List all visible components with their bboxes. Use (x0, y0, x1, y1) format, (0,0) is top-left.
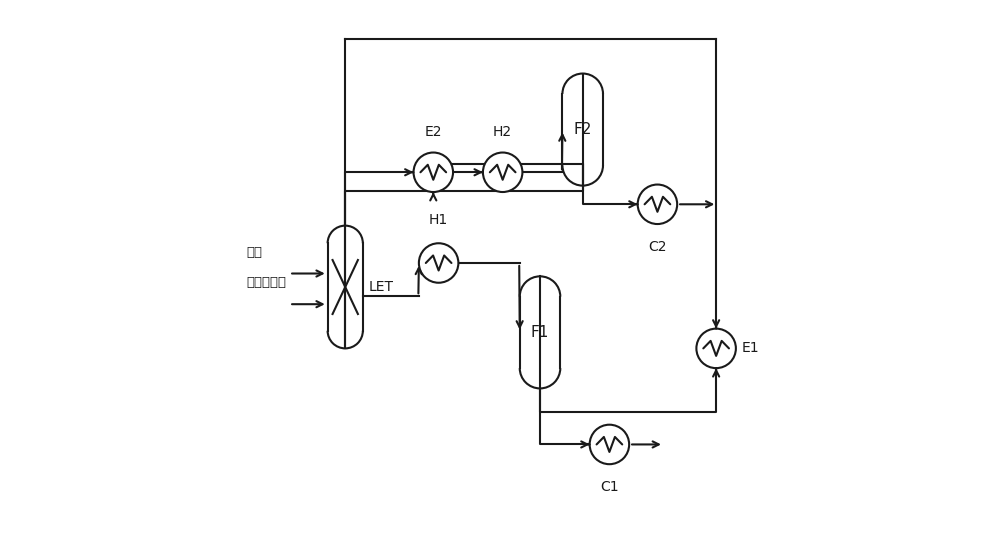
Text: C2: C2 (648, 240, 667, 254)
Text: E2: E2 (425, 125, 442, 139)
Circle shape (638, 184, 677, 224)
PathPatch shape (520, 276, 560, 389)
Circle shape (696, 328, 736, 368)
Text: H1: H1 (429, 213, 448, 227)
PathPatch shape (328, 225, 363, 349)
Text: 进料: 进料 (247, 246, 263, 259)
Text: F1: F1 (531, 325, 549, 340)
PathPatch shape (562, 74, 603, 185)
Text: LET: LET (368, 280, 393, 294)
Text: E1: E1 (741, 341, 759, 356)
Text: H2: H2 (493, 125, 512, 139)
Circle shape (590, 425, 629, 464)
Text: 落取剂补加: 落取剂补加 (247, 276, 287, 289)
Text: C1: C1 (600, 480, 619, 494)
Text: F2: F2 (574, 122, 592, 137)
Circle shape (483, 152, 522, 192)
Circle shape (419, 243, 458, 283)
Circle shape (414, 152, 453, 192)
